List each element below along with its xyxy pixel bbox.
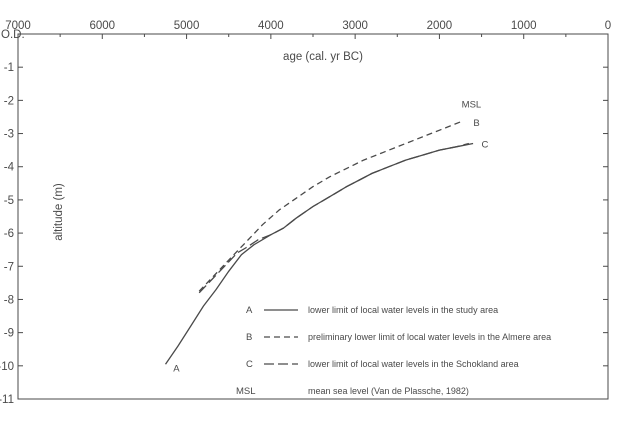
series-line-b — [198, 121, 461, 292]
legend-text-b: preliminary lower limit of local water l… — [308, 332, 551, 342]
y-tick-label: -6 — [4, 228, 14, 240]
legend-text-a: lower limit of local water levels in the… — [308, 305, 498, 315]
y-tick-label: -10 — [0, 361, 14, 373]
y-tick-label: -8 — [4, 294, 14, 306]
curve-label-a: A — [173, 363, 180, 374]
y-tick-label: -5 — [4, 195, 14, 207]
x-tick-label: 5000 — [174, 20, 200, 32]
curve-label-b: B — [473, 118, 479, 129]
legend-key-a: A — [246, 305, 253, 316]
y-tick-label: -3 — [4, 129, 14, 141]
x-axis-title: age (cal. yr BC) — [283, 51, 363, 63]
legend-key-c: C — [246, 359, 253, 370]
x-tick-label: 1000 — [511, 20, 537, 32]
y-tick-label: -2 — [4, 95, 14, 107]
legend-key-b: B — [246, 332, 252, 343]
y-tick-label: O.D. — [1, 29, 25, 41]
legend-text-c: lower limit of local water levels in the… — [308, 359, 519, 369]
x-tick-label: 0 — [605, 20, 611, 32]
curve-label-msl: MSL — [462, 100, 482, 111]
x-tick-label: 7000 — [5, 20, 31, 32]
x-tick-label: 4000 — [258, 20, 284, 32]
y-tick-label: -4 — [4, 162, 15, 174]
x-tick-label: 2000 — [427, 20, 453, 32]
x-tick-label: 6000 — [89, 20, 115, 32]
legend-text-msl: mean sea level (Van de Plassche, 1982) — [308, 386, 469, 396]
curve-label-c: C — [482, 140, 489, 151]
y-axis-title: altitude (m) — [53, 183, 65, 241]
y-tick-label: -9 — [4, 328, 14, 340]
y-tick-label: -7 — [4, 261, 14, 273]
series-line-c — [198, 142, 470, 294]
x-tick-label: 3000 — [342, 20, 368, 32]
legend-key-msl: MSL — [236, 386, 256, 397]
y-tick-label: -11 — [0, 394, 14, 406]
y-tick-label: -1 — [4, 62, 14, 74]
plot-frame — [17, 33, 609, 400]
